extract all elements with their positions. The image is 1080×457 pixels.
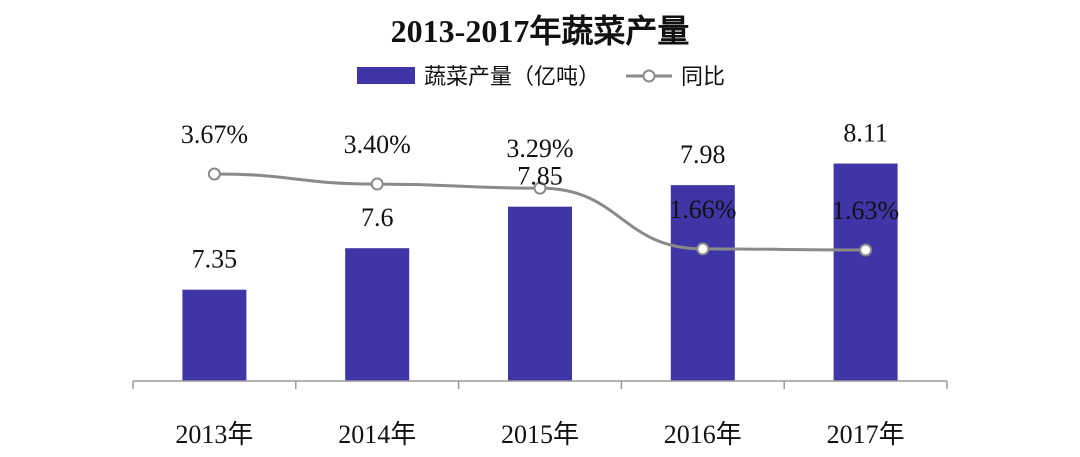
bar-value-label: 7.35 <box>192 245 238 274</box>
bar-value-label: 7.85 <box>517 162 563 191</box>
legend-line-marker <box>642 69 656 83</box>
bar-2013年 <box>182 289 247 381</box>
x-tick-label: 2015年 <box>501 420 579 449</box>
bar-value-label: 7.6 <box>361 203 394 232</box>
yoy-value-label: 1.63% <box>832 196 899 225</box>
yoy-marker <box>696 242 710 256</box>
bar-value-label: 7.98 <box>680 140 726 169</box>
bar-2016年 <box>670 185 735 381</box>
yoy-line-layer <box>207 167 873 257</box>
bars-layer <box>182 163 898 381</box>
legend-bar-swatch <box>357 67 415 84</box>
bar-2014年 <box>345 248 410 381</box>
legend: 蔬菜产量（亿吨） 同比 <box>357 64 725 89</box>
yoy-value-label: 3.67% <box>181 120 248 149</box>
legend-bar-label: 蔬菜产量（亿吨） <box>424 64 600 89</box>
yoy-value-label: 1.66% <box>669 195 736 224</box>
x-tick-label: 2016年 <box>664 420 742 449</box>
bar-value-label: 8.11 <box>843 119 888 148</box>
x-tick-label: 2014年 <box>338 420 416 449</box>
x-tick-label: 2017年 <box>827 420 905 449</box>
x-axis: 2013年 2014年 2015年 2016年 2017年 <box>132 380 948 449</box>
chart-title: 2013-2017年蔬菜产量 <box>391 13 690 49</box>
x-tick-label: 2013年 <box>175 420 253 449</box>
legend-line-label: 同比 <box>681 64 725 89</box>
yoy-marker <box>859 243 873 257</box>
bar-2017年 <box>833 163 898 381</box>
yoy-value-label: 3.40% <box>344 130 411 159</box>
yoy-value-label: 3.29% <box>506 134 573 163</box>
yoy-marker <box>533 181 547 195</box>
bar-2015年 <box>508 206 572 381</box>
data-labels-layer: 7.35 7.6 7.85 7.98 8.11 3.67% 3.40% 3.29% 1.66% 1… <box>181 119 899 274</box>
yoy-marker <box>207 167 221 181</box>
yoy-marker <box>370 177 384 191</box>
